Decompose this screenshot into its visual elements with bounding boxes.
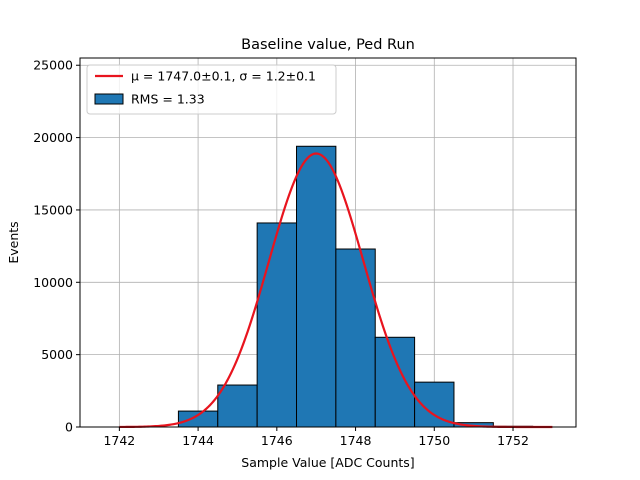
x-tick-label: 1752: [497, 433, 529, 448]
histogram-bar: [374, 336, 416, 428]
histogram-bar: [177, 410, 219, 428]
legend-fit-label: μ = 1747.0±0.1, σ = 1.2±0.1: [131, 69, 316, 84]
histogram-bars: [177, 145, 534, 428]
x-tick-label: 1744: [182, 433, 214, 448]
x-axis-ticks: 1742 1744 1746 1748 1750 1752: [103, 427, 529, 448]
y-tick-label: 5000: [41, 347, 73, 362]
x-tick-label: 1748: [340, 433, 372, 448]
x-axis-label: Sample Value [ADC Counts]: [241, 455, 414, 470]
y-tick-label: 25000: [33, 58, 73, 73]
y-tick-label: 15000: [33, 202, 73, 217]
y-axis-label: Events: [6, 221, 21, 263]
histogram-bar: [217, 384, 258, 428]
x-tick-label: 1746: [261, 433, 293, 448]
x-tick-label: 1750: [418, 433, 450, 448]
legend-histogram-swatch: [94, 93, 124, 105]
plot-frame: [79, 57, 577, 428]
x-tick-label: 1742: [103, 433, 135, 448]
gaussian-fit-curve: [119, 152, 553, 429]
chart-title: Baseline value, Ped Run: [241, 37, 415, 53]
legend-box: [86, 64, 337, 115]
y-tick-label: 20000: [33, 130, 73, 145]
histogram-bar: [256, 222, 298, 428]
legend: μ = 1747.0±0.1, σ = 1.2±0.1 RMS = 1.33: [86, 64, 337, 115]
legend-histogram-label: RMS = 1.33: [131, 92, 205, 107]
y-axis-ticks: 0 5000 10000 15000 20000 25000: [33, 58, 80, 435]
histogram-bar: [335, 248, 376, 428]
y-tick-label: 10000: [33, 275, 73, 290]
y-tick-label: 0: [65, 420, 73, 435]
histogram-bar: [296, 145, 337, 428]
